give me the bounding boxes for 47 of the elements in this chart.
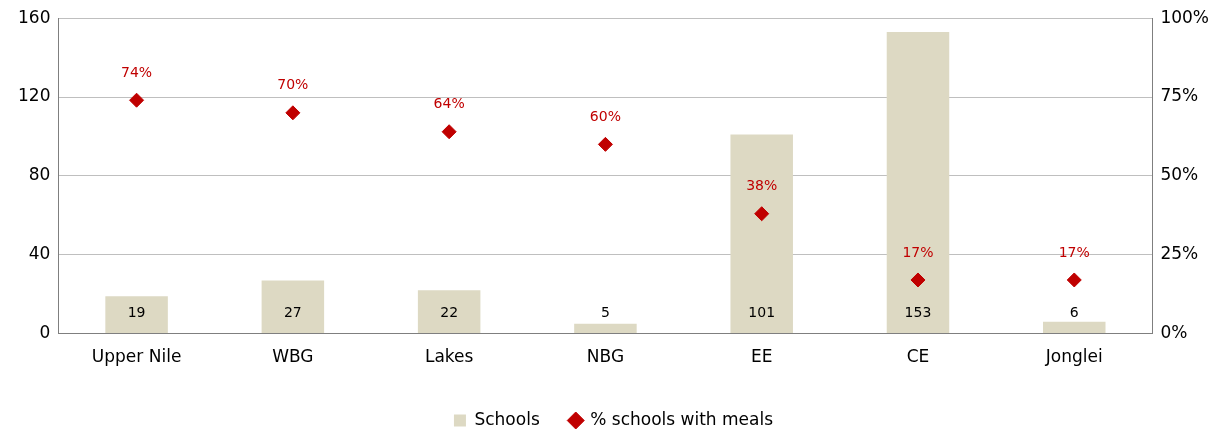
point [129,92,145,108]
legend-label: % schools with meals [590,408,774,429]
y2-tick-label: 50% [1160,164,1199,185]
data-label: 153 [904,303,932,320]
data-label: 6 [1069,303,1079,320]
bar [417,290,481,334]
y-tick-label: 0 [39,322,51,343]
y-tick-label: 120 [17,85,51,106]
data-label: 64% [433,95,465,112]
data-label: 5 [600,303,610,320]
data-label: 27 [283,303,302,320]
y2-tick-label: 25% [1160,243,1199,264]
point [597,136,613,152]
point [754,206,770,222]
bar [730,134,793,334]
bar [574,323,637,334]
y2-tick-label: 100% [1160,6,1210,27]
data-label: 17% [1058,243,1090,260]
x-tick-label: NBG [586,346,625,367]
point [441,124,457,140]
point [1066,272,1082,288]
x-tick-label: WBG [272,346,314,367]
data-label: 60% [589,108,621,124]
data-label: 17% [902,243,934,260]
data-label: 74% [121,63,153,80]
data-label: 22 [440,303,459,320]
y2-tick-label: 75% [1160,85,1199,106]
data-label: 38% [746,177,778,194]
point [910,272,926,288]
legend-label: Schools [474,408,540,429]
y-tick-label: 40 [28,243,51,264]
bar [105,296,168,334]
x-tick-label: Jonglei [1044,346,1103,367]
data-label: 70% [277,76,309,93]
data-label: 101 [748,303,776,320]
bar [1043,321,1106,334]
data-label: 19 [127,303,146,320]
x-tick-label: CE [906,346,930,367]
x-tick-label: EE [750,346,773,367]
x-tick-label: Upper Nile [91,346,182,367]
y-tick-label: 80 [28,164,51,185]
bar [261,280,325,334]
x-tick-label: Lakes [424,346,474,367]
point [285,105,301,121]
bar [886,32,950,334]
y-tick-label: 160 [17,6,51,27]
y2-tick-label: 0% [1160,322,1188,343]
